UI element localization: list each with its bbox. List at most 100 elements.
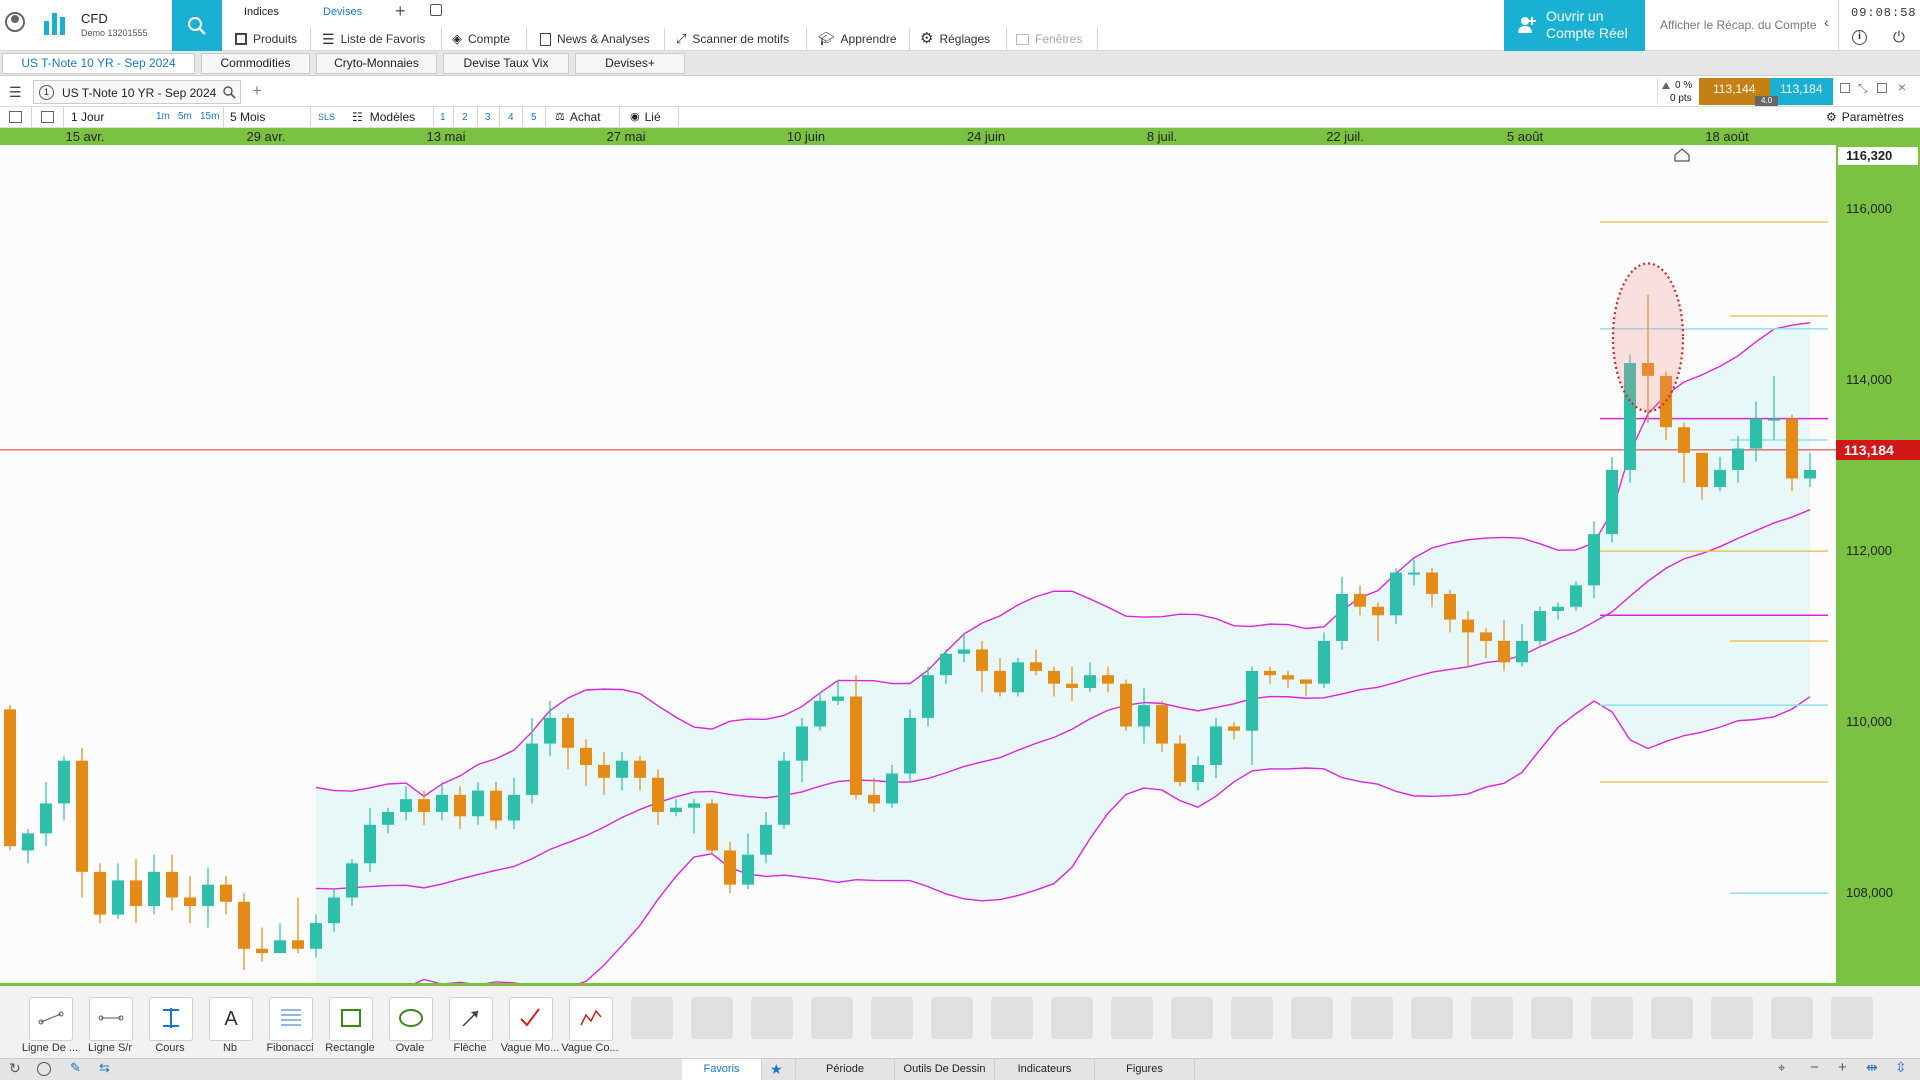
menu-produits[interactable]: Produits <box>235 28 297 50</box>
detach-icon[interactable] <box>430 4 442 16</box>
draw-tool-button[interactable] <box>89 997 133 1041</box>
search-icon[interactable] <box>223 86 236 99</box>
chart-area[interactable] <box>0 145 1836 983</box>
empty-tool-slot[interactable] <box>1831 997 1873 1039</box>
params-button[interactable]: ⚙ Paramètres <box>1826 110 1904 124</box>
candle[interactable] <box>220 876 232 915</box>
candle[interactable] <box>382 807 394 834</box>
empty-tool-slot[interactable] <box>1531 997 1573 1039</box>
candle[interactable] <box>1138 687 1150 744</box>
empty-tool-slot[interactable] <box>1591 997 1633 1039</box>
layout-3[interactable]: 3 <box>485 112 491 123</box>
candle[interactable] <box>1318 632 1330 688</box>
price-axis[interactable]: 116,000 114,000 112,000 110,000 108,000 116,3… <box>1836 145 1920 983</box>
empty-tool-slot[interactable] <box>631 997 673 1039</box>
candle[interactable] <box>1768 375 1780 441</box>
refresh-icon[interactable]: ↻ <box>9 1060 21 1076</box>
draw-tool-button[interactable]: A <box>209 997 253 1041</box>
candle[interactable] <box>1120 679 1132 731</box>
candle[interactable] <box>1390 568 1402 624</box>
fit-vertical-icon[interactable]: ⇳ <box>1895 1059 1907 1075</box>
candle[interactable] <box>472 782 484 825</box>
candle[interactable] <box>238 893 250 971</box>
interval-5m[interactable]: 5m <box>178 111 192 122</box>
empty-tool-slot[interactable] <box>991 997 1033 1039</box>
candle[interactable] <box>1516 623 1528 667</box>
candle[interactable] <box>400 786 412 821</box>
tab-us-tnote[interactable]: US T-Note 10 YR - Sep 2024 <box>2 53 195 74</box>
candle[interactable] <box>1300 679 1312 697</box>
menu-scanner[interactable]: ⤢ Scanner de motifs <box>676 28 789 50</box>
candle[interactable] <box>1102 666 1114 693</box>
candle[interactable] <box>1282 670 1294 688</box>
close-icon[interactable]: × <box>1898 79 1907 95</box>
draw-tool-button[interactable] <box>389 997 433 1041</box>
candle[interactable] <box>1534 606 1546 646</box>
candle[interactable] <box>1156 700 1168 753</box>
crosshair-icon[interactable]: ⌖ <box>1778 1060 1786 1075</box>
candle[interactable] <box>1354 585 1366 616</box>
magnet-icon[interactable]: ⇆ <box>99 1060 110 1075</box>
tab-crypto[interactable]: Cryto-Monnaies <box>316 53 437 74</box>
candle[interactable] <box>1552 602 1564 620</box>
candle[interactable] <box>22 829 34 864</box>
candle[interactable] <box>1696 452 1708 500</box>
zoom-in-icon[interactable]: + <box>1838 1059 1847 1076</box>
open-real-account-button[interactable]: Ouvrir un Compte Réel <box>1504 0 1645 51</box>
candle[interactable] <box>1606 457 1618 543</box>
candle[interactable] <box>1588 521 1600 599</box>
candle[interactable] <box>904 709 916 783</box>
candle[interactable] <box>760 811 772 864</box>
buy-mode-button[interactable]: ⚖ Achat <box>555 110 601 124</box>
account-recap-link[interactable]: Afficher le Récap. du Compte <box>1660 18 1817 32</box>
candle[interactable] <box>778 752 790 830</box>
empty-tool-slot[interactable] <box>1171 997 1213 1039</box>
star-icon[interactable]: ★ <box>770 1061 783 1077</box>
candle[interactable] <box>40 782 52 847</box>
candle[interactable] <box>310 914 322 958</box>
empty-tool-slot[interactable] <box>691 997 733 1039</box>
candle[interactable] <box>814 692 826 731</box>
candle[interactable] <box>292 897 304 954</box>
candle[interactable] <box>940 649 952 684</box>
sls-button[interactable]: SLS <box>318 112 336 122</box>
tab-periode[interactable]: Période <box>795 1059 895 1080</box>
candle[interactable] <box>202 867 214 928</box>
candle[interactable] <box>1804 452 1816 488</box>
home-icon[interactable] <box>1674 148 1690 162</box>
candle[interactable] <box>1498 619 1510 671</box>
candle[interactable] <box>1642 294 1654 423</box>
top-link-devises[interactable]: Devises <box>323 6 363 18</box>
empty-tool-slot[interactable] <box>1351 997 1393 1039</box>
top-link-indices[interactable]: Indices <box>244 6 279 18</box>
add-chart-icon[interactable]: + <box>252 81 262 100</box>
highlight-ellipse[interactable] <box>1611 262 1685 413</box>
candle[interactable] <box>166 854 178 911</box>
menu-apprendre[interactable]: 🎓︎ Apprendre <box>818 28 897 50</box>
hamburger-icon[interactable]: ☰ <box>9 84 22 100</box>
tab-devise-taux-vix[interactable]: Devise Taux Vix <box>443 53 569 74</box>
candle[interactable] <box>886 764 898 808</box>
interval-15m[interactable]: 15m <box>200 111 220 122</box>
candle[interactable] <box>1660 371 1672 441</box>
candle[interactable] <box>652 769 664 825</box>
candle[interactable] <box>598 752 610 795</box>
layout-4[interactable]: 4 <box>508 112 514 123</box>
period-select[interactable]: 1 Jour <box>71 110 105 124</box>
tab-outils-dessin[interactable]: Outils De Dessin <box>895 1059 995 1080</box>
empty-tool-slot[interactable] <box>1111 997 1153 1039</box>
draw-tool-button[interactable] <box>329 997 373 1041</box>
candle[interactable] <box>1372 602 1384 641</box>
candle[interactable] <box>1228 722 1240 740</box>
candle[interactable] <box>1786 414 1798 492</box>
layout-icon[interactable] <box>41 111 54 123</box>
candle[interactable] <box>148 854 160 915</box>
candle[interactable] <box>184 876 196 924</box>
empty-tool-slot[interactable] <box>1651 997 1693 1039</box>
tab-commodities[interactable]: Commodities <box>201 53 310 74</box>
draw-tool-button[interactable] <box>29 997 73 1041</box>
candle[interactable] <box>1048 666 1060 697</box>
draw-tool-button[interactable] <box>509 997 553 1041</box>
buy-button[interactable]: 113,184 <box>1770 78 1833 105</box>
info-icon[interactable]: i <box>1852 30 1867 45</box>
